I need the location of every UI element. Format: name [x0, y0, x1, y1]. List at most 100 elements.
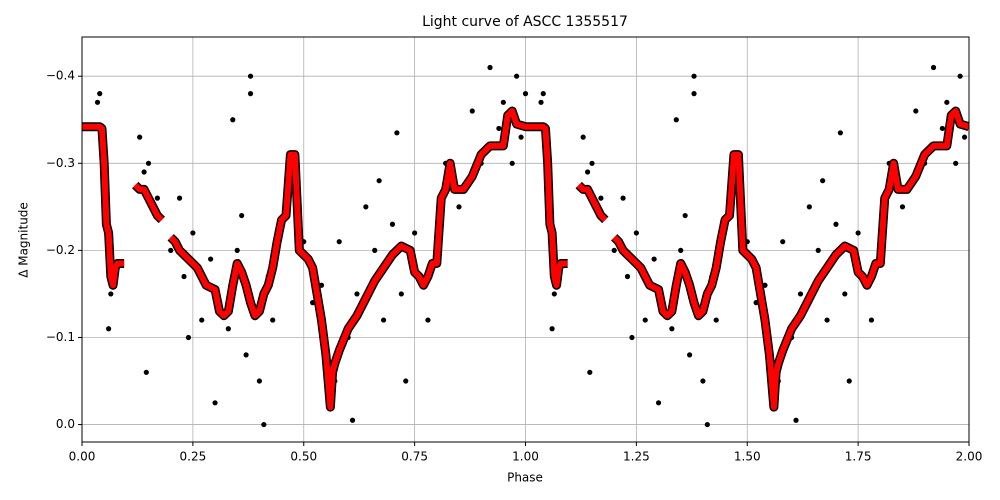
data-point: [611, 247, 617, 253]
x-tick-label: 1.50: [734, 450, 761, 464]
data-point: [106, 326, 112, 332]
data-point: [509, 160, 515, 166]
data-point: [633, 230, 639, 236]
data-point: [456, 204, 462, 210]
data-point: [691, 73, 697, 79]
data-point: [354, 291, 360, 297]
data-point: [846, 378, 852, 384]
data-point: [234, 247, 240, 253]
data-point: [682, 212, 688, 219]
data-point: [944, 99, 950, 105]
data-point: [243, 352, 249, 358]
data-point: [398, 291, 404, 297]
x-tick-label: 0.75: [401, 450, 428, 464]
data-point: [376, 178, 382, 184]
data-point: [673, 117, 679, 123]
data-point: [247, 91, 254, 97]
data-point: [143, 369, 149, 375]
x-axis-label: Phase: [507, 471, 543, 485]
data-point: [700, 378, 706, 384]
data-point: [500, 99, 506, 105]
data-point: [580, 134, 586, 140]
y-axis-label: Δ Magnitude: [17, 202, 31, 278]
data-point: [94, 99, 101, 105]
data-point: [953, 160, 959, 166]
data-point: [514, 73, 520, 79]
data-point: [642, 317, 648, 323]
data-point: [412, 230, 418, 236]
data-point: [425, 317, 431, 323]
data-point: [780, 239, 786, 245]
data-point: [176, 195, 183, 201]
data-point: [691, 91, 697, 97]
data-point: [141, 169, 147, 175]
data-point: [270, 317, 276, 323]
data-point: [584, 169, 591, 175]
data-point: [403, 378, 409, 384]
data-point: [837, 130, 843, 136]
data-point: [336, 239, 342, 245]
data-point: [212, 400, 218, 406]
data-point: [629, 334, 635, 341]
data-point: [589, 160, 595, 166]
data-point: [651, 256, 657, 262]
x-tick-label: 1.75: [845, 450, 872, 464]
data-point: [372, 247, 378, 253]
data-point: [108, 291, 114, 297]
data-point: [256, 378, 262, 384]
data-point: [855, 230, 861, 236]
data-point: [199, 317, 205, 323]
data-point: [624, 273, 631, 280]
data-point: [842, 291, 848, 297]
data-point: [551, 291, 557, 297]
data-point: [815, 247, 821, 253]
x-tick-label: 0.25: [180, 450, 207, 464]
data-point: [97, 91, 103, 97]
data-point: [487, 64, 493, 71]
data-point: [190, 230, 196, 236]
data-point: [620, 195, 626, 201]
data-point: [261, 421, 267, 428]
y-tick-label: −0.1: [46, 330, 75, 344]
data-point: [145, 160, 152, 166]
data-point: [655, 400, 662, 406]
data-point: [913, 108, 919, 114]
data-point: [587, 369, 593, 375]
data-point: [899, 204, 906, 210]
y-tick-label: −0.3: [46, 156, 75, 170]
data-point: [181, 273, 187, 280]
data-point: [225, 326, 231, 332]
data-point: [540, 91, 546, 97]
data-point: [961, 134, 968, 140]
chart-title: Light curve of ASCC 1355517: [422, 14, 628, 30]
data-point: [669, 326, 675, 332]
data-point: [820, 178, 826, 184]
x-tick-label: 0.00: [69, 450, 96, 464]
y-tick-label: 0.0: [56, 417, 75, 431]
data-point: [518, 134, 524, 140]
data-point: [824, 317, 830, 323]
x-tick-label: 0.50: [290, 450, 317, 464]
data-point: [185, 334, 192, 341]
data-point: [538, 99, 544, 105]
x-tick-label: 1.00: [512, 450, 539, 464]
data-point: [394, 130, 400, 136]
data-point: [939, 125, 945, 132]
data-point: [686, 352, 693, 358]
x-tick-label: 1.25: [623, 450, 650, 464]
data-point: [704, 421, 710, 428]
data-point: [522, 91, 529, 97]
data-point: [678, 247, 684, 253]
data-point: [208, 256, 214, 262]
data-point: [230, 117, 236, 123]
data-point: [349, 417, 356, 423]
data-point: [797, 291, 804, 297]
data-point: [868, 317, 875, 323]
data-point: [496, 125, 502, 132]
data-point: [598, 195, 604, 201]
data-point: [247, 73, 254, 79]
data-point: [389, 221, 396, 227]
y-tick-label: −0.2: [46, 243, 75, 257]
x-tick-label: 2.00: [956, 450, 983, 464]
plot-area: [82, 64, 969, 428]
